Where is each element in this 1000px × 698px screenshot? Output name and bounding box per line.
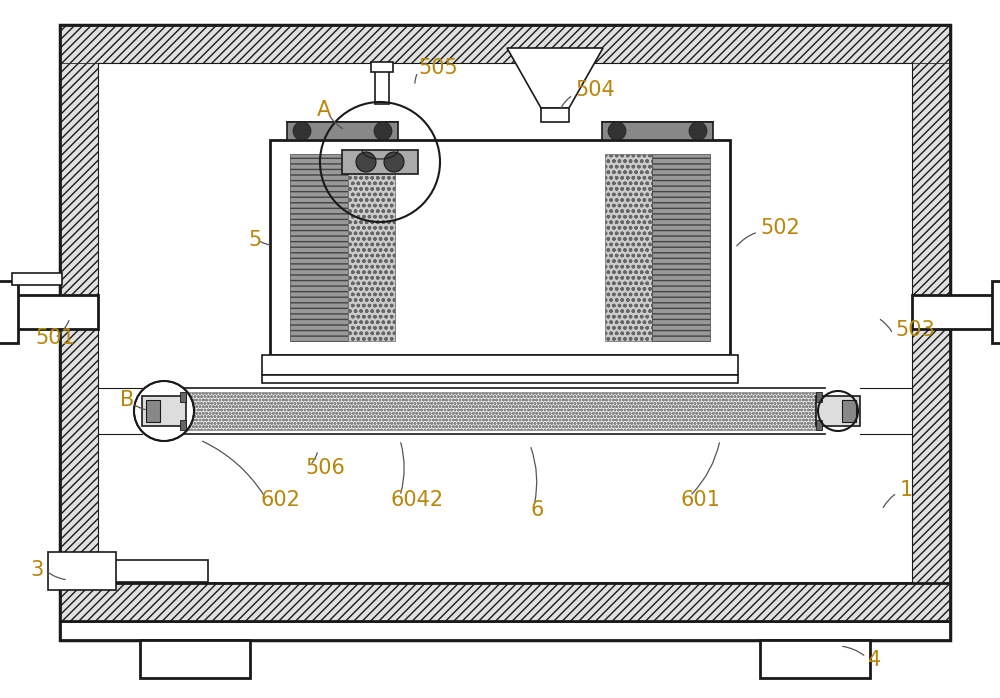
Text: 501: 501 <box>35 328 75 348</box>
Text: 504: 504 <box>575 80 615 100</box>
Bar <box>184 392 818 430</box>
Text: 1: 1 <box>900 480 913 500</box>
Circle shape <box>689 122 707 140</box>
Bar <box>760 640 870 678</box>
Bar <box>60 583 950 621</box>
Text: 503: 503 <box>895 320 935 340</box>
Bar <box>0 295 98 329</box>
Circle shape <box>134 381 194 441</box>
Bar <box>342 150 418 174</box>
Text: 6042: 6042 <box>390 490 443 510</box>
Circle shape <box>356 152 376 172</box>
Bar <box>0 281 18 343</box>
Bar <box>375 70 389 104</box>
Bar <box>180 420 186 430</box>
Bar <box>992 281 1000 343</box>
Bar <box>98 560 208 582</box>
Bar <box>48 552 116 590</box>
Text: 6: 6 <box>530 500 543 520</box>
Bar <box>60 25 950 63</box>
Bar <box>142 396 186 426</box>
Bar <box>270 140 730 355</box>
Bar <box>60 25 950 640</box>
Bar <box>146 400 160 422</box>
Text: B: B <box>120 390 134 410</box>
Bar <box>912 63 950 602</box>
Bar <box>98 63 912 583</box>
Text: 506: 506 <box>305 458 345 478</box>
Text: 4: 4 <box>868 650 881 670</box>
Bar <box>290 154 348 341</box>
Text: 505: 505 <box>418 58 458 78</box>
Text: 3: 3 <box>30 560 43 580</box>
Bar <box>912 295 1000 329</box>
Bar <box>541 108 569 122</box>
Bar <box>60 621 950 640</box>
Bar <box>348 154 395 341</box>
Bar <box>602 122 713 140</box>
Bar <box>605 154 652 341</box>
Bar <box>652 154 710 341</box>
Bar <box>60 583 950 621</box>
Circle shape <box>374 122 392 140</box>
Circle shape <box>293 122 311 140</box>
Text: A: A <box>317 100 331 120</box>
Bar <box>287 122 398 140</box>
Polygon shape <box>507 48 603 108</box>
Text: 502: 502 <box>760 218 800 238</box>
Bar <box>180 392 186 402</box>
Bar <box>371 62 393 72</box>
Bar <box>842 400 856 422</box>
Bar <box>60 63 98 602</box>
Bar <box>816 396 860 426</box>
Bar <box>816 392 822 402</box>
Circle shape <box>384 152 404 172</box>
Bar <box>12 273 62 285</box>
Bar <box>262 355 738 375</box>
Text: 601: 601 <box>680 490 720 510</box>
Bar <box>262 375 738 383</box>
Bar <box>140 640 250 678</box>
Bar <box>816 420 822 430</box>
Circle shape <box>608 122 626 140</box>
Text: 5: 5 <box>248 230 261 250</box>
Text: 602: 602 <box>260 490 300 510</box>
